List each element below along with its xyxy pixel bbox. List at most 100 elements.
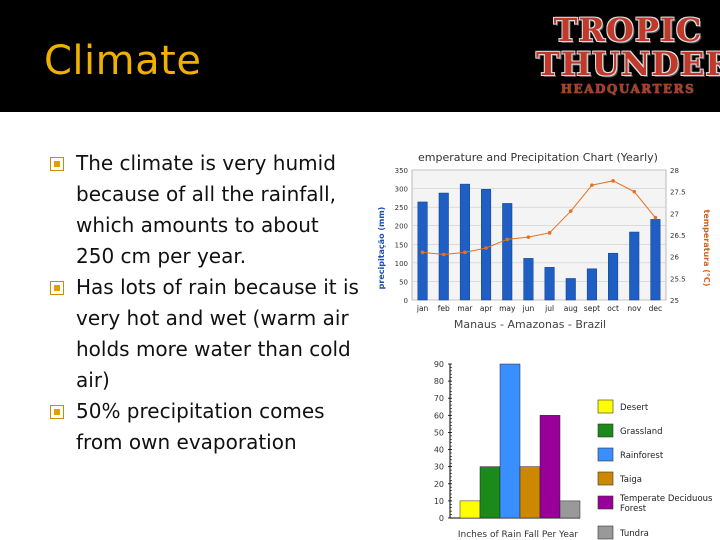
chart1-bar: [459, 183, 470, 301]
chart1-ytick-right: 27: [670, 210, 679, 218]
chart2-ytick: 10: [434, 497, 444, 506]
chart1-xtick: feb: [438, 304, 450, 313]
chart1-subtitle: Manaus - Amazonas - Brazil: [454, 318, 606, 331]
chart1-xtick: oct: [607, 304, 619, 313]
chart2-ytick: 70: [434, 394, 444, 403]
chart1-ytick-left: 350: [395, 167, 408, 175]
chart2-legend-label: Desert: [620, 403, 649, 413]
chart1-ytick-left: 200: [395, 223, 408, 231]
chart1-xtick: sept: [584, 304, 600, 313]
chart2-legend-swatch: [597, 495, 614, 510]
temperature-precipitation-chart: emperature and Precipitation Chart (Year…: [377, 151, 710, 331]
chart1-temperature-point: [632, 189, 637, 194]
chart1-ytick-right: 25: [670, 297, 679, 305]
chart1-bar: [544, 267, 555, 301]
slide-header: Climate TROPIC THUNDER HEADQUARTERS: [0, 0, 720, 112]
chart1-bar: [523, 258, 534, 301]
chart1-temperature-point: [463, 250, 467, 255]
chart1-bar: [438, 192, 449, 301]
chart2-xlabel: Inches of Rain Fall Per Year: [458, 530, 579, 540]
chart1-xtick: nov: [627, 304, 641, 313]
bullet-text: Has lots of rain because it is very hot …: [76, 275, 359, 392]
logo-line-3: HEADQUARTERS: [560, 82, 696, 96]
chart1-ytick-right: 27.5: [670, 189, 686, 197]
chart1-ylabel-left: precipitação (mm): [377, 207, 386, 290]
chart1-ytick-left: 50: [399, 278, 408, 286]
chart1-ytick-left: 100: [395, 260, 408, 268]
chart1-ylabel-right: temperatura (°C): [702, 210, 710, 287]
chart1-temperature-point: [590, 183, 594, 187]
chart1-ytick-right: 26.5: [670, 232, 686, 240]
chart2-legend-swatch: [597, 525, 614, 540]
chart1-xtick: dec: [649, 304, 663, 313]
chart1-temperature-line: [422, 180, 656, 256]
bullet-list: The climate is very humid because of all…: [50, 148, 360, 458]
chart2-legend-label: Temperate Deciduous: [619, 494, 713, 504]
chart1-xtick: jul: [544, 304, 554, 313]
chart1-ytick-right: 25.5: [670, 275, 686, 283]
chart2-ytick: 90: [434, 360, 444, 369]
chart1-ytick-right: 26: [670, 254, 679, 262]
chart1-bar: [586, 268, 597, 301]
chart1-xtick: mar: [457, 304, 473, 313]
chart2-legend-swatch: [597, 423, 614, 438]
logo-line-2: THUNDER: [536, 45, 720, 83]
chart1-xtick: may: [499, 304, 516, 313]
chart2-bar: [499, 363, 521, 519]
chart1-temperature-point: [568, 209, 573, 213]
chart1-xtick: aug: [564, 304, 578, 313]
chart2-ytick: 50: [434, 428, 444, 437]
chart2-legend-label: Forest: [620, 504, 647, 514]
rainfall-biome-chart: 0 10 20 30 40 50 60 70 80 90 Desert Grassland Rainf…: [434, 360, 713, 540]
bullet-marker-icon: [50, 281, 64, 295]
chart1-bar: [481, 189, 492, 301]
chart2-legend-label: Taiga: [619, 475, 642, 485]
chart1-bar: [650, 219, 661, 301]
slide-title: Climate: [44, 38, 202, 84]
chart1-temperature-point: [441, 252, 446, 257]
chart1-ytick-left: 250: [395, 204, 408, 212]
chart1-ytick-left: 300: [395, 186, 408, 194]
chart2-ytick: 0: [439, 514, 444, 523]
chart1-temperature-point: [420, 250, 425, 255]
chart2-legend-label: Grassland: [620, 427, 663, 437]
chart1-bar: [565, 278, 576, 301]
chart2-legend-label: Rainforest: [620, 451, 664, 461]
chart2-bar: [519, 466, 541, 519]
bullet-text: 50% precipitation comes from own evapora…: [76, 399, 325, 454]
chart2-legend-swatch: [597, 399, 614, 414]
slide-content: The climate is very humid because of all…: [0, 112, 720, 540]
chart1-bar: [502, 203, 513, 301]
bullet-text: The climate is very humid because of all…: [76, 151, 337, 268]
chart2-legend-swatch: [597, 447, 614, 462]
chart1-xtick: jun: [522, 304, 535, 313]
chart1-temperature-point: [611, 179, 615, 183]
chart2-ytick: 20: [434, 480, 444, 489]
chart1-ytick-left: 0: [404, 297, 408, 305]
chart2-ytick: 30: [434, 463, 444, 472]
tropic-thunder-logo: TROPIC THUNDER HEADQUARTERS: [536, 14, 720, 98]
bullet-marker-icon: [50, 157, 64, 171]
chart1-ytick-left: 150: [395, 241, 408, 249]
chart1-xtick: jan: [416, 304, 429, 313]
logo-line-1: TROPIC: [553, 11, 703, 49]
chart1-temperature-point: [484, 246, 488, 250]
chart2-ytick: 40: [434, 446, 444, 455]
chart1-xtick: apr: [480, 304, 493, 313]
chart2-legend-label: Tundra: [619, 529, 649, 539]
chart1-title: emperature and Precipitation Chart (Year…: [418, 151, 658, 164]
bullet-item: 50% precipitation comes from own evapora…: [50, 396, 360, 458]
chart2-ytick: 60: [434, 411, 444, 420]
chart2-bar: [559, 500, 581, 519]
chart1-temperature-point: [653, 215, 658, 220]
bullet-item: The climate is very humid because of all…: [50, 148, 360, 272]
chart1-temperature-point: [547, 231, 552, 235]
chart1-ytick-right: 28: [670, 167, 679, 175]
chart1-temperature-point: [505, 237, 510, 242]
chart1-bar: [629, 231, 640, 301]
chart2-bar: [539, 415, 561, 519]
chart2-bar: [459, 500, 481, 519]
chart2-legend-swatch: [597, 471, 614, 486]
bullet-item: Has lots of rain because it is very hot …: [50, 272, 360, 396]
bullet-marker-icon: [50, 405, 64, 419]
